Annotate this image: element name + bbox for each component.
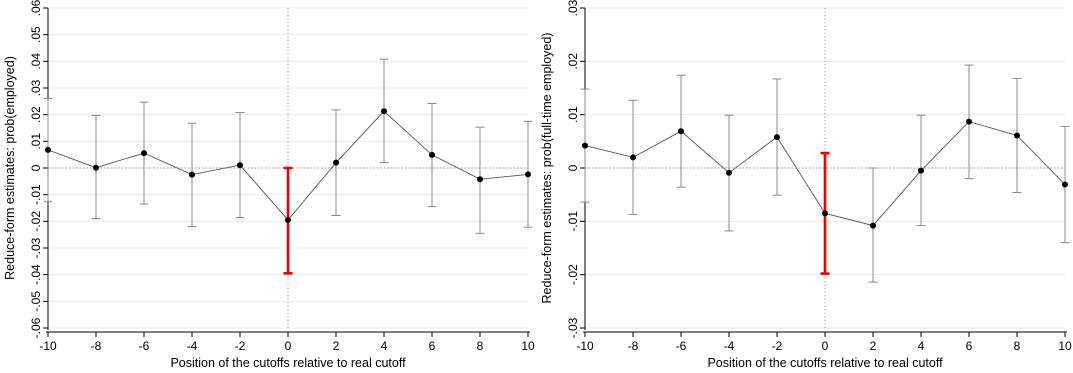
y-tick-label: .04 xyxy=(29,53,43,70)
y-tick-label: .06 xyxy=(29,0,43,16)
point-estimate xyxy=(630,154,636,161)
point-estimate xyxy=(477,176,483,183)
y-axis-title: Reduce-form estimates: prob(employed) xyxy=(3,56,17,280)
y-tick-label: -.04 xyxy=(29,264,43,285)
y-tick-label: .03 xyxy=(566,0,580,16)
x-tick-label: 0 xyxy=(285,339,292,353)
point-estimate xyxy=(822,210,828,217)
x-tick-label: -4 xyxy=(724,339,735,353)
point-estimate xyxy=(966,118,972,125)
point-estimate xyxy=(525,171,531,178)
x-axis-title: Position of the cutoffs relative to real… xyxy=(170,356,406,370)
x-tick-label: 8 xyxy=(477,339,484,353)
y-tick-label: 0 xyxy=(566,164,580,171)
point-estimate xyxy=(381,108,387,115)
y-tick-label: -.01 xyxy=(29,184,43,205)
point-estimate xyxy=(93,164,99,171)
y-tick-label: -.03 xyxy=(566,317,580,338)
point-estimate xyxy=(1062,181,1068,188)
x-tick-label: -8 xyxy=(91,339,102,353)
x-tick-label: -10 xyxy=(576,339,594,353)
x-tick-label: -8 xyxy=(628,339,639,353)
x-tick-label: 0 xyxy=(822,339,829,353)
y-tick-label: .01 xyxy=(566,106,580,123)
x-tick-label: 4 xyxy=(918,339,925,353)
y-tick-label: .01 xyxy=(29,133,43,150)
y-tick-label: -.02 xyxy=(566,264,580,285)
point-estimate xyxy=(678,128,684,135)
y-tick-label: -.05 xyxy=(29,291,43,312)
point-estimate xyxy=(285,217,291,223)
y-axis-title: Reduce-form estimates: prob(full-time em… xyxy=(540,33,554,304)
point-estimate xyxy=(918,167,924,174)
x-tick-label: -2 xyxy=(235,339,246,353)
point-estimate xyxy=(429,151,435,158)
x-axis-title: Position of the cutoffs relative to real… xyxy=(707,356,943,370)
point-estimate xyxy=(189,171,195,178)
point-estimate xyxy=(1014,132,1020,139)
chart-panel-full-time-employed: -.03 -.02 -.01 0 .01 .02 .03 -10 -8 -6 -4 -2 0 2 4 6 8 10… xyxy=(540,0,1072,370)
y-tick-label: .03 xyxy=(29,79,43,96)
x-tick-label: 8 xyxy=(1014,339,1021,353)
point-estimate xyxy=(141,150,147,157)
y-tick-label: -.06 xyxy=(29,317,43,338)
y-tick-label: .02 xyxy=(29,106,43,123)
point-estimate xyxy=(582,142,588,149)
point-estimate xyxy=(237,162,243,169)
point-estimate xyxy=(726,169,732,176)
x-tick-label: -4 xyxy=(187,339,198,353)
x-tick-label: 2 xyxy=(870,339,877,353)
x-tick-label: 10 xyxy=(521,339,535,353)
y-tick-label: 0 xyxy=(29,164,43,171)
point-estimate xyxy=(333,159,339,166)
x-tick-label: -10 xyxy=(39,339,57,353)
point-estimate xyxy=(870,222,876,229)
point-estimate xyxy=(774,134,780,141)
x-tick-label: 6 xyxy=(429,339,436,353)
x-tick-label: 10 xyxy=(1058,339,1072,353)
y-tick-label: -.03 xyxy=(29,237,43,258)
y-tick-label: .02 xyxy=(566,53,580,70)
chart-panel-employed: -.06 -.05 -.04 -.03 -.02 -.01 0 .01 .02 .03 .04 .05… xyxy=(3,0,535,370)
x-tick-label: 4 xyxy=(381,339,388,353)
x-tick-label: -6 xyxy=(139,339,150,353)
y-tick-label: .05 xyxy=(29,26,43,43)
y-tick-label: -.02 xyxy=(29,211,43,232)
x-tick-label: 6 xyxy=(966,339,973,353)
x-tick-label: -2 xyxy=(772,339,783,353)
x-tick-label: 2 xyxy=(333,339,340,353)
point-estimate xyxy=(45,146,51,153)
x-tick-label: -6 xyxy=(676,339,687,353)
y-tick-label: -.01 xyxy=(566,211,580,232)
